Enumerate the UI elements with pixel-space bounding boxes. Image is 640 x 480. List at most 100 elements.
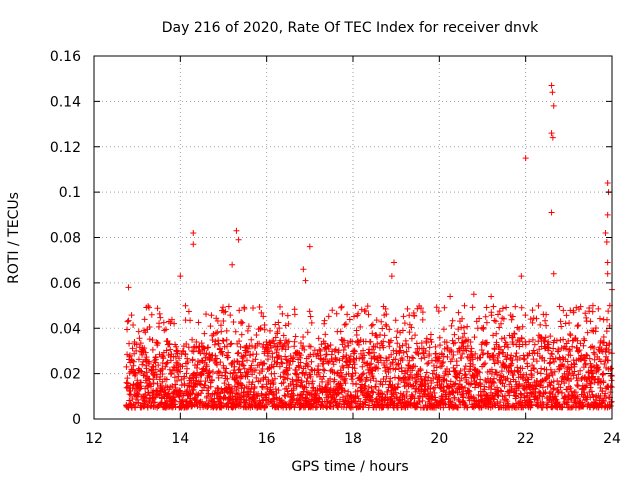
data-point (267, 380, 274, 387)
data-point (396, 343, 403, 350)
data-point (419, 309, 426, 316)
data-point (493, 339, 500, 346)
data-point (537, 321, 544, 328)
data-point (291, 404, 298, 411)
data-point (410, 355, 417, 362)
data-point (552, 355, 559, 362)
data-point (331, 376, 338, 383)
data-point (166, 366, 173, 373)
data-point (195, 391, 202, 398)
data-point (233, 227, 240, 234)
data-point (409, 367, 416, 374)
data-point (137, 340, 144, 347)
data-point (416, 398, 423, 405)
data-point (587, 344, 594, 351)
data-point (372, 344, 379, 351)
data-point (549, 89, 556, 96)
data-point (589, 302, 596, 309)
data-point (253, 392, 260, 399)
data-point (424, 360, 431, 367)
data-point (238, 385, 245, 392)
data-point (529, 336, 536, 343)
x-axis-label: GPS time / hours (291, 459, 408, 475)
data-point (481, 386, 488, 393)
data-point (130, 358, 137, 365)
data-point (302, 369, 309, 376)
data-point (530, 356, 537, 363)
data-point (602, 229, 609, 236)
data-point (535, 302, 542, 309)
data-point (574, 377, 581, 384)
data-point (418, 305, 425, 312)
data-point (358, 306, 365, 313)
data-point (199, 387, 206, 394)
data-point (467, 381, 474, 388)
data-point (599, 397, 606, 404)
data-point (274, 328, 281, 335)
data-point (379, 391, 386, 398)
data-point (457, 367, 464, 374)
data-point (153, 339, 160, 346)
data-point (592, 325, 599, 332)
data-point (123, 363, 130, 370)
data-point (232, 328, 239, 335)
data-point (290, 387, 297, 394)
data-points (123, 82, 615, 411)
data-point (499, 305, 506, 312)
data-point (271, 340, 278, 347)
data-point (174, 369, 181, 376)
data-point (522, 341, 529, 348)
data-point (295, 376, 302, 383)
data-point (289, 390, 296, 397)
data-point (383, 373, 390, 380)
data-point (600, 333, 607, 340)
data-point (198, 390, 205, 397)
data-point (366, 402, 373, 409)
data-point (547, 333, 554, 340)
x-tick-label: 18 (344, 431, 362, 447)
data-point (461, 366, 468, 373)
data-point (476, 369, 483, 376)
data-point (594, 364, 601, 371)
data-point (156, 320, 163, 327)
data-point (383, 311, 390, 318)
data-point (320, 366, 327, 373)
data-point (139, 351, 146, 358)
data-point (337, 369, 344, 376)
y-tick-label: 0.02 (50, 367, 81, 383)
data-point (445, 371, 452, 378)
data-point (202, 378, 209, 385)
data-point (215, 374, 222, 381)
data-point (135, 392, 142, 399)
data-point (379, 381, 386, 388)
data-point (570, 372, 577, 379)
data-point (603, 353, 610, 360)
data-point (208, 377, 215, 384)
data-point (346, 316, 353, 323)
data-point (130, 381, 137, 388)
data-point (459, 315, 466, 322)
data-point (570, 309, 577, 316)
data-point (482, 360, 489, 367)
data-point (533, 358, 540, 365)
data-point (500, 349, 507, 356)
data-point (321, 317, 328, 324)
data-point (327, 385, 334, 392)
data-point (353, 332, 360, 339)
data-point (549, 351, 556, 358)
data-point (458, 339, 465, 346)
data-point (542, 334, 549, 341)
data-point (449, 399, 456, 406)
data-point (571, 368, 578, 375)
data-point (182, 351, 189, 358)
data-point (291, 338, 298, 345)
data-point (600, 339, 607, 346)
data-point (300, 266, 307, 273)
data-point (300, 334, 307, 341)
data-point (189, 336, 196, 343)
data-point (160, 355, 167, 362)
data-point (214, 361, 221, 368)
data-point (549, 372, 556, 379)
data-point (239, 361, 246, 368)
data-point (167, 346, 174, 353)
